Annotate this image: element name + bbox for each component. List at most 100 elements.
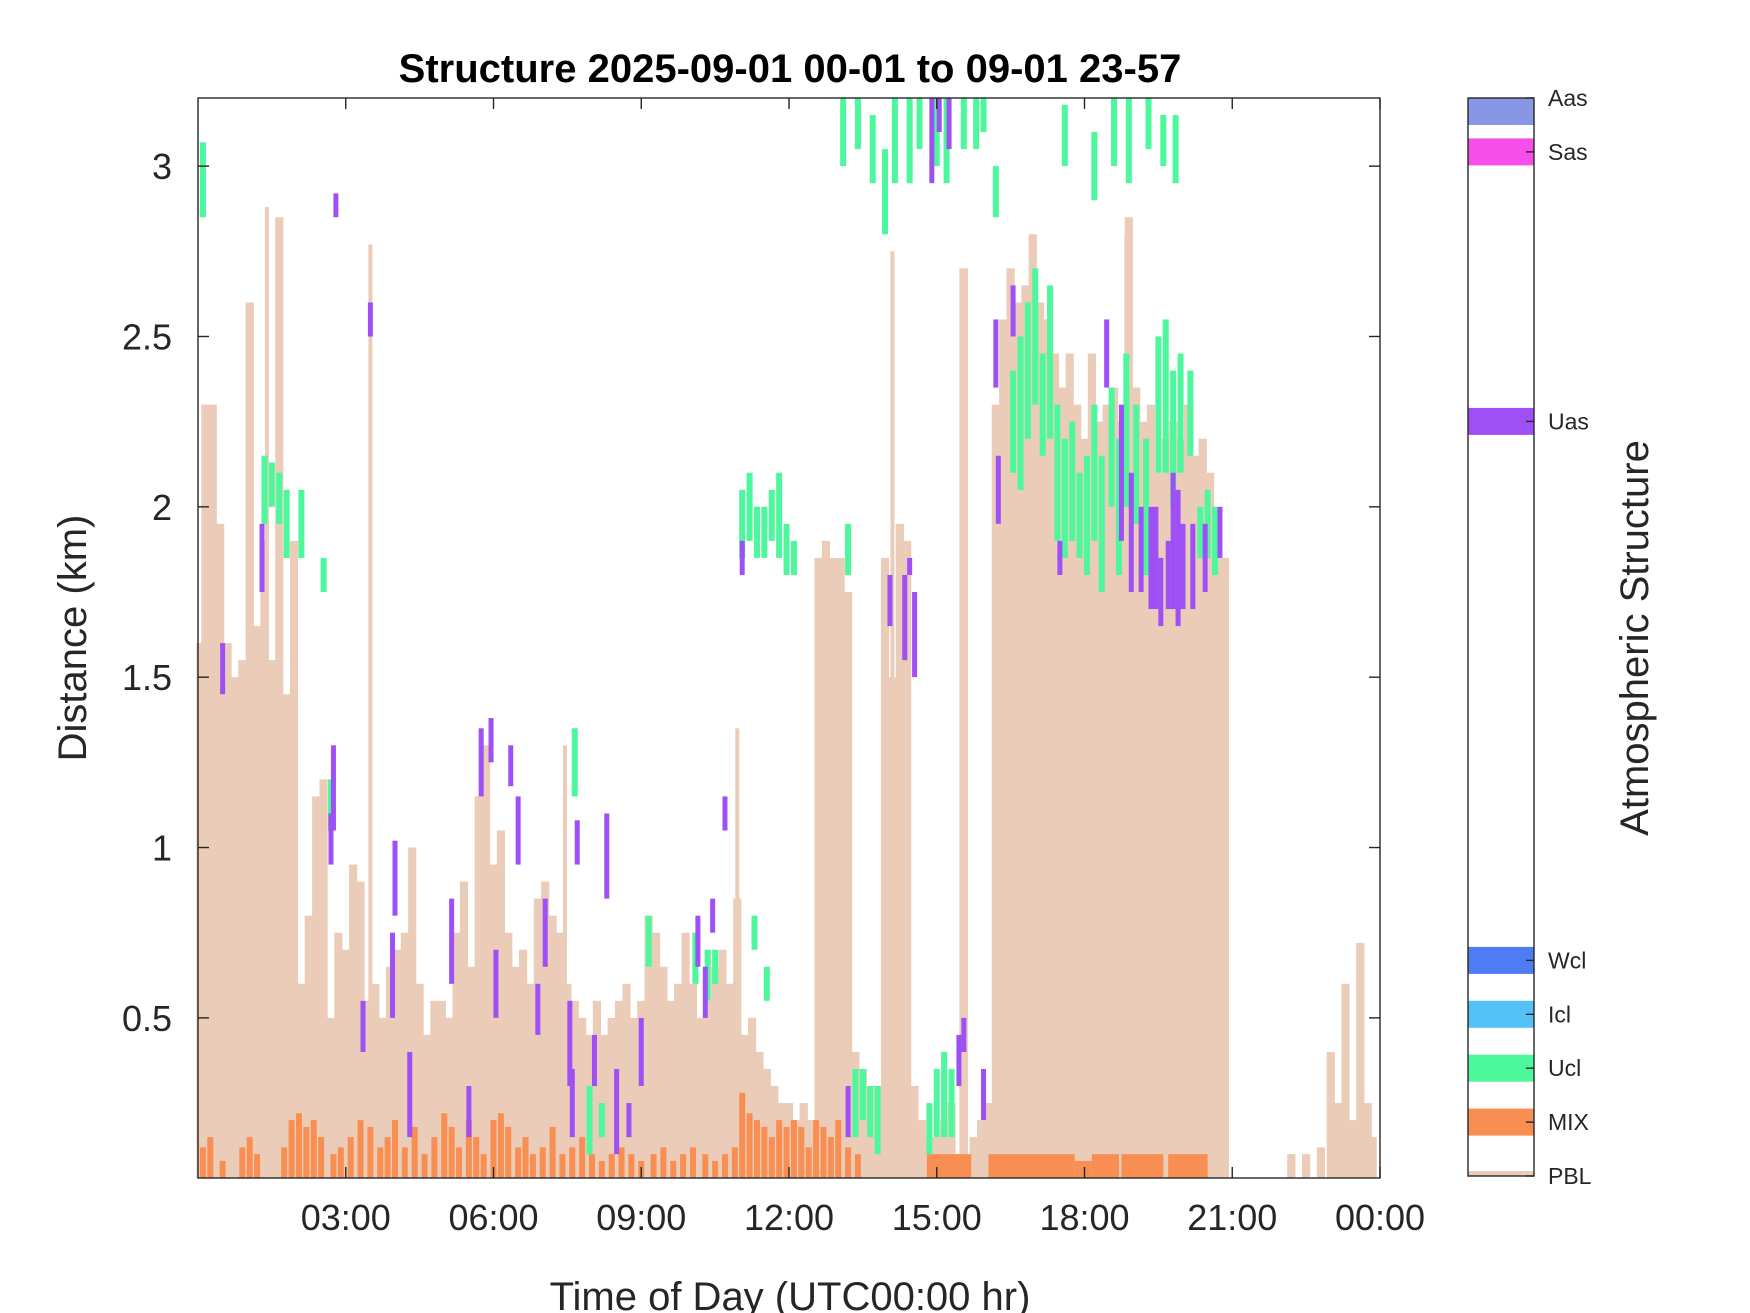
mix-bar	[207, 1137, 214, 1178]
ucl-segment	[1039, 353, 1046, 456]
pbl-bar	[282, 694, 291, 1178]
uas-segment	[508, 745, 514, 787]
ucl-segment	[1177, 353, 1184, 473]
ucl-segment	[845, 523, 852, 575]
ucl-segment	[859, 1068, 866, 1121]
uas-segment	[449, 898, 455, 984]
ucl-segment	[1111, 98, 1118, 167]
pbl-bar	[526, 983, 535, 1178]
mix-bar	[529, 1154, 536, 1178]
pbl-bar	[467, 966, 476, 1178]
pbl-bar	[445, 1017, 454, 1178]
uas-segment	[591, 1034, 597, 1087]
ucl-segment	[763, 966, 770, 1001]
pbl-bar	[504, 932, 513, 1178]
ucl-segment	[1125, 98, 1132, 184]
uas-segment	[702, 966, 708, 1018]
uas-segment	[936, 98, 942, 133]
uas-segment	[259, 523, 265, 593]
mix-bar	[618, 1147, 625, 1178]
pbl-bar	[201, 404, 210, 1178]
uas-segment	[929, 98, 935, 184]
uas-segment	[626, 1103, 632, 1138]
ucl-segment	[1010, 370, 1017, 473]
uas-segment	[1138, 506, 1144, 592]
pbl-bar	[1302, 1154, 1311, 1178]
pbl-bar	[1028, 234, 1037, 1178]
ucl-segment	[926, 1103, 933, 1155]
pbl-bar	[1006, 268, 1015, 1179]
pbl-bar	[688, 983, 698, 1178]
axes-ticks: 03:00 06:00 09:00 12:00 15:00 18:00 21:00 00:00…	[122, 98, 1425, 1238]
pbl-bar	[489, 864, 498, 1178]
ucl-segment	[874, 1086, 881, 1155]
pbl-bar	[622, 983, 631, 1178]
pbl-bar	[422, 1034, 432, 1178]
mix-bar	[731, 1147, 738, 1178]
uas-segment	[333, 193, 339, 218]
pbl-bar	[1021, 285, 1030, 1178]
x-tick-label: 09:00	[596, 1197, 686, 1238]
y-tick-label: 3	[152, 146, 172, 187]
pbl-bar	[459, 881, 469, 1178]
pbl-bar	[1146, 404, 1156, 1178]
pbl-bar	[637, 1000, 646, 1178]
mix-bar	[598, 1160, 605, 1178]
uas-segment	[912, 592, 918, 678]
mix-bar	[480, 1154, 487, 1178]
ucl-segment	[1076, 472, 1083, 558]
mix-bar	[549, 1126, 556, 1178]
ucl-segment	[1091, 132, 1098, 201]
pbl-bar	[1154, 472, 1163, 1178]
x-tick-label: 18:00	[1039, 1197, 1129, 1238]
uas-segment	[1158, 557, 1164, 627]
pbl-bar	[1368, 1137, 1377, 1178]
ucl-segment	[1145, 98, 1152, 150]
pbl-bar	[821, 540, 831, 1178]
mix-bar	[680, 1154, 687, 1178]
pbl-bar	[363, 1000, 373, 1178]
mix-bar	[608, 1154, 615, 1178]
pbl-bar	[895, 523, 904, 1178]
uas-segment	[567, 1000, 573, 1087]
mix-bar	[660, 1147, 667, 1178]
pbl-bar	[555, 932, 565, 1178]
mix-bar	[589, 1154, 595, 1178]
ucl-segment	[1032, 268, 1039, 405]
pbl-bar	[430, 1000, 439, 1178]
pbl-bar	[1287, 1154, 1296, 1178]
mix-block	[1091, 1154, 1119, 1178]
pbl-bar	[196, 643, 205, 1178]
ucl-segment	[916, 98, 923, 150]
pbl-bar	[208, 404, 217, 1178]
mix-bar	[813, 1120, 820, 1178]
y-tick-label: 0.5	[122, 998, 172, 1039]
pbl-bar	[312, 796, 321, 1178]
uas-segment	[956, 1034, 962, 1087]
uas-segment	[946, 98, 952, 150]
uas-segment	[614, 1068, 620, 1155]
uas-segment	[542, 898, 548, 967]
mix-bar	[739, 1092, 746, 1178]
mix-bar	[721, 1154, 728, 1178]
colorbar-swatch	[1468, 1108, 1534, 1136]
mix-bar	[199, 1147, 206, 1178]
pbl-bar	[334, 932, 343, 1178]
ucl-segment	[761, 506, 768, 558]
pbl-bar	[304, 915, 313, 1178]
pbl-bar	[541, 881, 550, 1178]
uas-segment	[902, 574, 908, 661]
pbl-bar	[1356, 942, 1365, 1178]
mix-bar	[689, 1147, 696, 1178]
ucl-segment	[852, 1068, 859, 1138]
pbl-bar	[999, 319, 1008, 1178]
mix-bar	[295, 1113, 302, 1178]
ucl-segment	[768, 489, 775, 541]
pbl-bar	[216, 523, 225, 1178]
pbl-bar	[230, 677, 240, 1178]
pbl-bar	[238, 660, 247, 1178]
ucl-segment	[586, 1086, 593, 1155]
mix-bar	[384, 1137, 391, 1178]
pbl-bar	[578, 1017, 587, 1178]
ucl-segment	[1091, 404, 1098, 541]
